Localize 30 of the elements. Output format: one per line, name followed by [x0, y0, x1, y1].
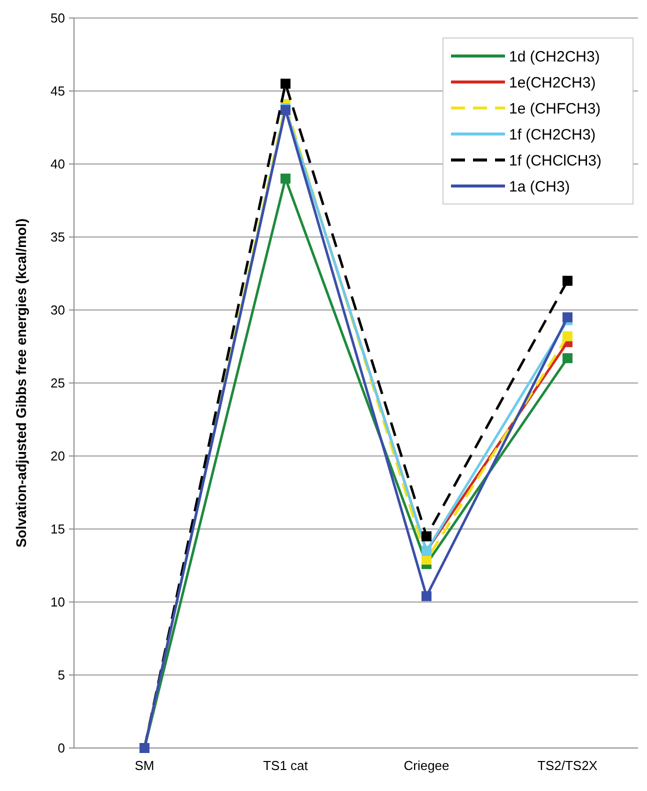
y-tick-label: 5 [58, 668, 65, 683]
y-tick-label: 25 [50, 376, 65, 391]
point [422, 591, 432, 602]
y-axis-title: Solvation-adjusted Gibbs free energies (kcal/mol) [13, 218, 29, 548]
point [280, 174, 290, 184]
x-tick-label: TS1 cat [263, 758, 308, 773]
legend-label: 1f (CHClCH3) [509, 152, 602, 170]
y-tick-label: 15 [50, 522, 65, 537]
y-tick-label: 50 [50, 10, 65, 26]
y-tick-label: 20 [50, 448, 65, 464]
x-tick-label: TS2/TS2X [538, 758, 598, 773]
y-tick-label: 30 [50, 302, 65, 318]
point [280, 78, 290, 89]
legend-label: 1f (CH2CH3) [509, 126, 596, 144]
legend-label: 1e(CH2CH3) [509, 74, 596, 92]
point [562, 312, 572, 322]
x-tick-label: Criegee [404, 758, 450, 773]
point [562, 276, 572, 286]
y-tick-label: 10 [50, 594, 65, 610]
point [562, 353, 572, 364]
legend-label: 1e (CHFCH3) [509, 100, 601, 118]
y-tick-label: 35 [50, 230, 65, 245]
x-tick-label: SM [134, 758, 154, 773]
y-tick-label: 45 [50, 84, 65, 99]
y-tick-label: 40 [50, 156, 65, 172]
point [422, 531, 432, 542]
legend-label: 1d (CH2CH3) [509, 48, 600, 66]
point [562, 331, 572, 342]
y-tick-label: 0 [58, 740, 65, 756]
legend-label: 1a (CH3) [509, 178, 570, 196]
